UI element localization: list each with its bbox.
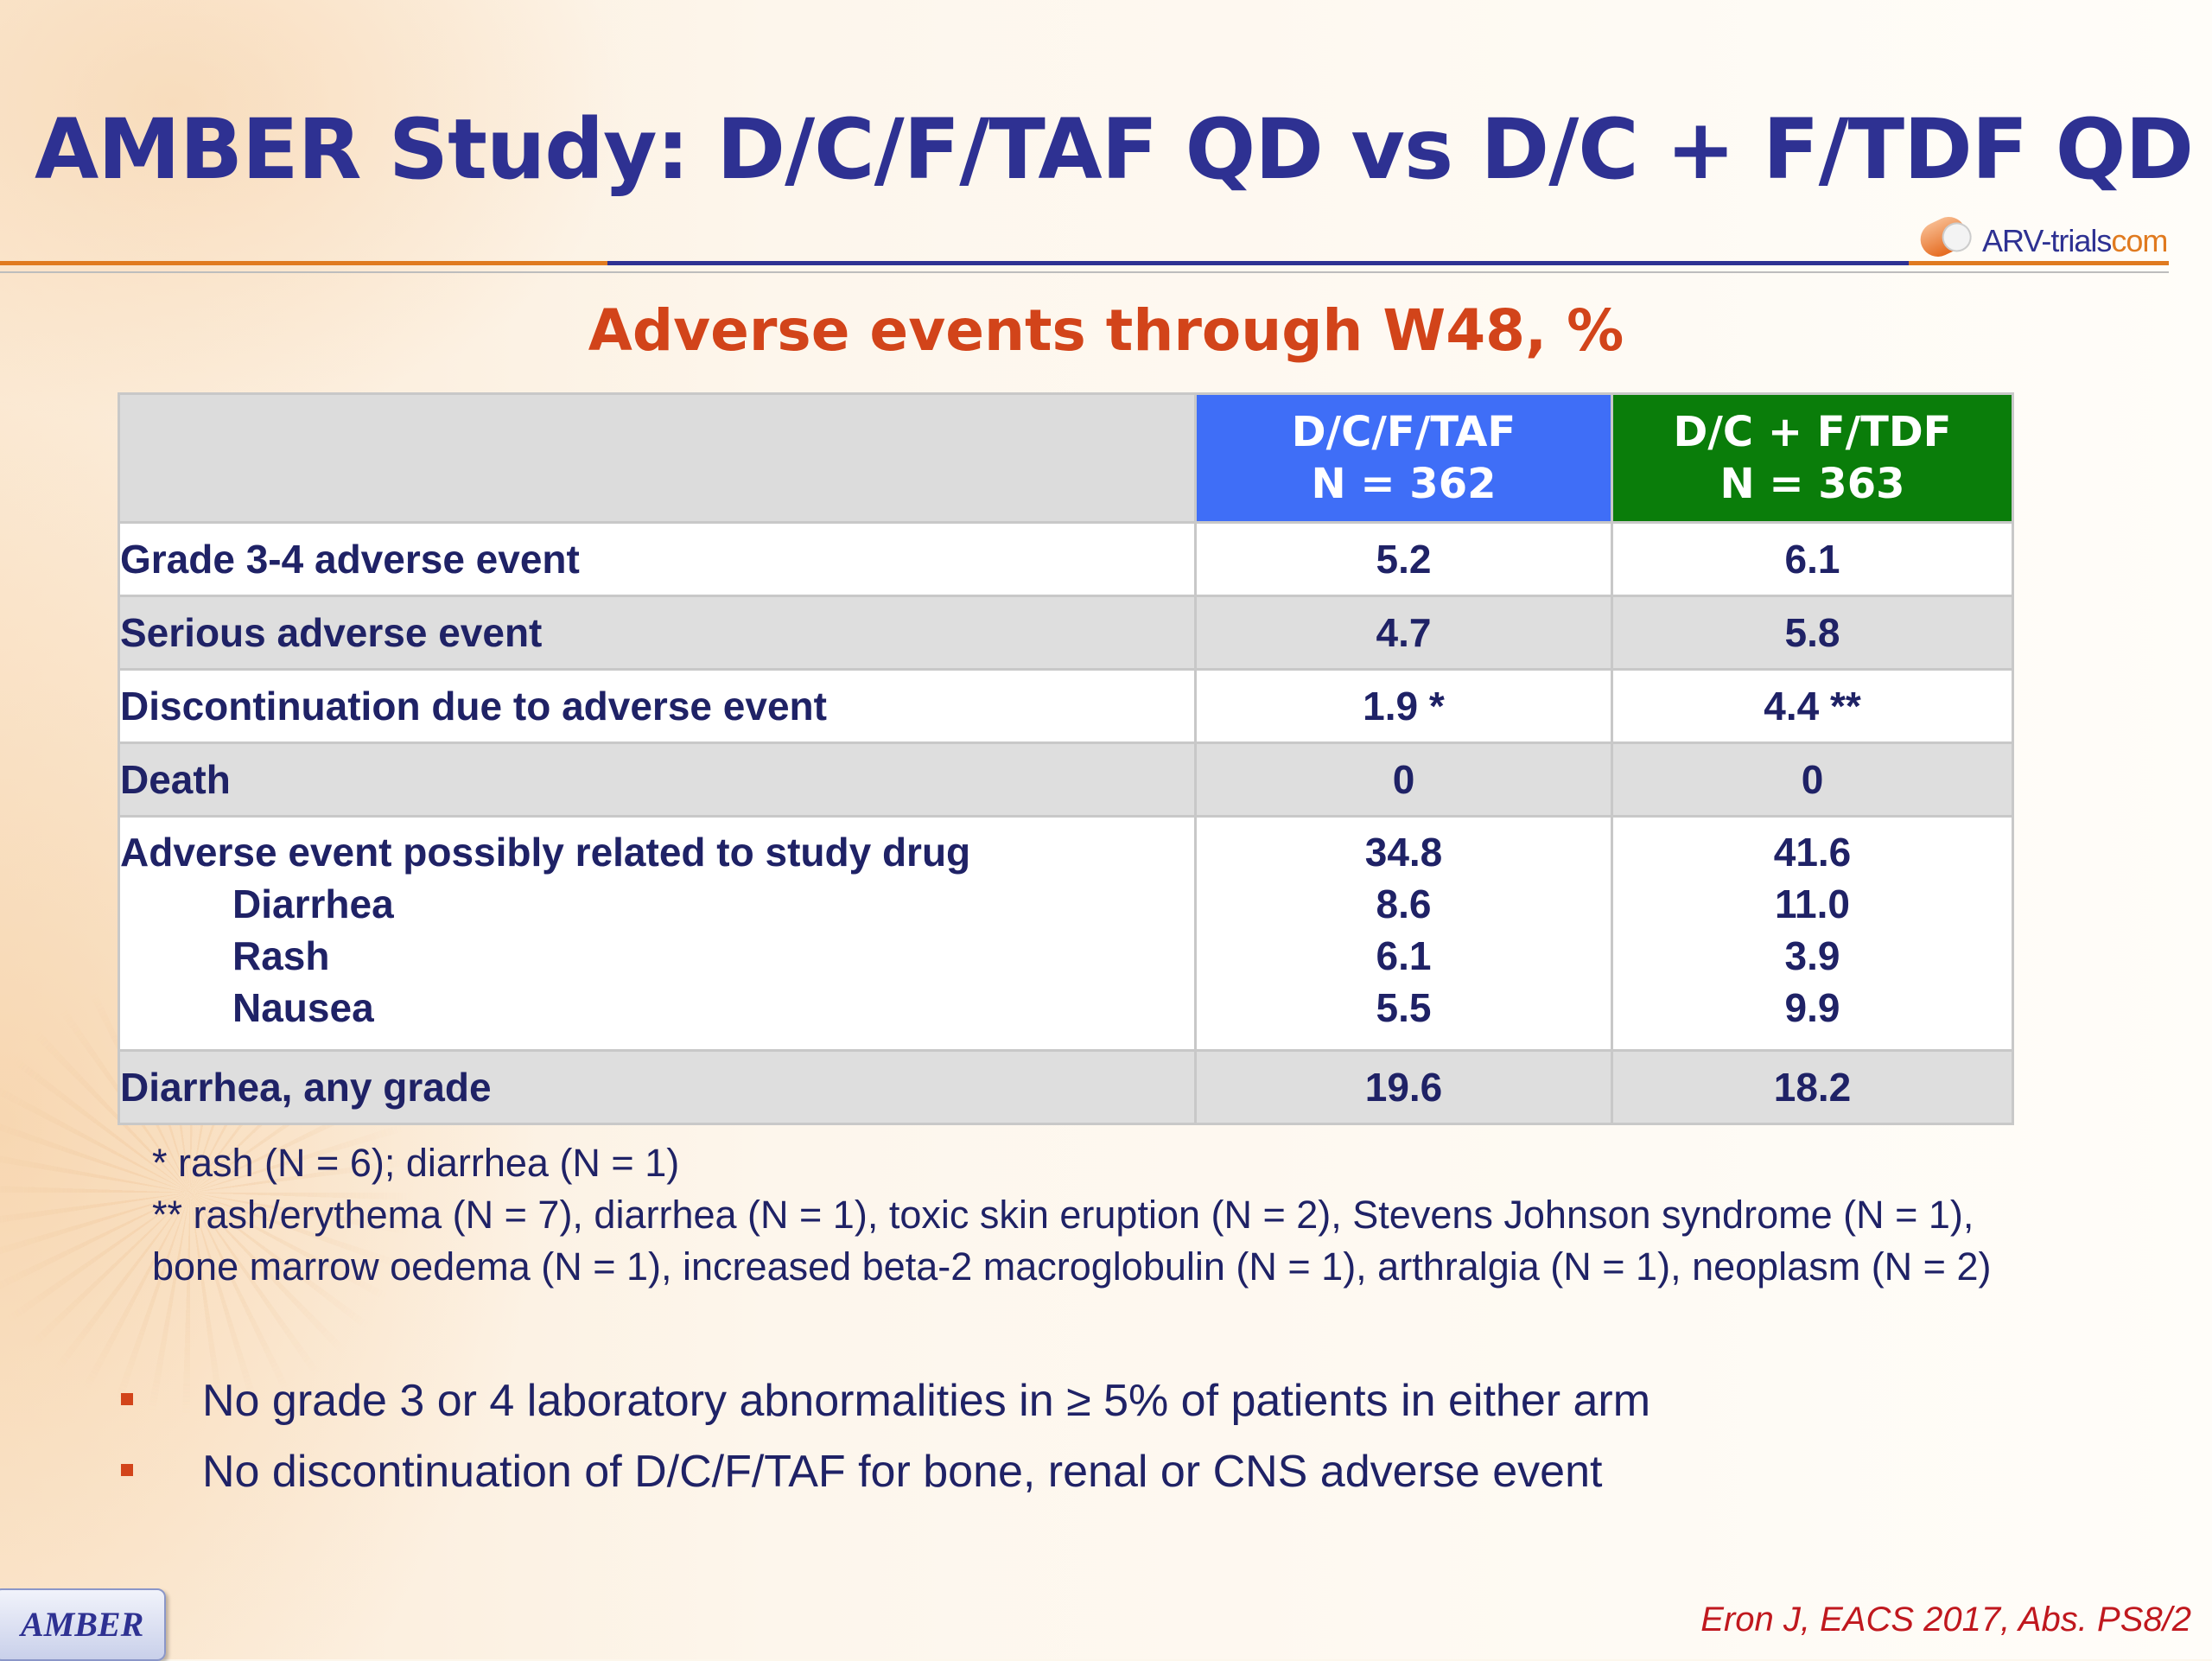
cell-taf: 8.6 (1376, 881, 1432, 926)
cell-taf: 5.2 (1194, 521, 1613, 597)
amber-badge: AMBER (0, 1588, 166, 1661)
header-arm-tdf-n: N = 363 (1719, 460, 1905, 508)
sub-row-label: Rash (232, 933, 330, 978)
bullet-text: No discontinuation of D/C/F/TAF for bone… (202, 1447, 1603, 1497)
cell-tdf: 18.2 (1611, 1049, 2014, 1125)
title-rule (0, 261, 2169, 265)
cell-tdf: 11.0 (1775, 881, 1850, 926)
cell-taf: 4.7 (1194, 595, 1613, 671)
citation: Eron J, EACS 2017, Abs. PS8/2 (1700, 1601, 2191, 1639)
row-label: Serious adverse event (118, 595, 1197, 671)
table-row: Diarrhea, any grade 19.6 18.2 (118, 1049, 2014, 1125)
row-label: Death (118, 741, 1197, 818)
cell-taf: 19.6 (1194, 1049, 1613, 1125)
table-row-related: Adverse event possibly related to study … (118, 815, 2014, 1052)
pill-capsule-icon (1915, 211, 1972, 263)
table-row: Death 0 0 (118, 741, 2014, 818)
row-label: Grade 3-4 adverse event (118, 521, 1197, 597)
header-arm-tdf-name: D/C + F/TDF (1673, 408, 1952, 456)
header-arm-taf: D/C/F/TAF N = 362 (1194, 392, 1613, 524)
header-blank-cell (118, 392, 1197, 524)
table-footnotes: * rash (N = 6); diarrhea (N = 1) ** rash… (152, 1137, 2191, 1293)
sub-row-label: Nausea (232, 985, 374, 1030)
bullet-item: No grade 3 or 4 laboratory abnormalities… (114, 1365, 1650, 1436)
cell-tdf: 3.9 (1784, 933, 1840, 978)
cell-tdf: 9.9 (1784, 985, 1840, 1030)
cell-tdf: 0 (1611, 741, 2014, 818)
cell-taf: 1.9 * (1194, 668, 1613, 744)
cell-tdf: 5.8 (1611, 595, 2014, 671)
row-label-group: Adverse event possibly related to study … (118, 815, 1197, 1052)
cell-taf: 34.8 (1364, 830, 1443, 875)
logo-text: ARV-trialscom (1982, 223, 2168, 259)
cell-tdf: 41.6 (1773, 830, 1852, 875)
cell-tdf: 4.4 ** (1611, 668, 2014, 744)
logo-domain: com (2111, 223, 2168, 258)
row-label: Diarrhea, any grade (118, 1049, 1197, 1125)
slide-subtitle: Adverse events through W48, % (588, 297, 1624, 364)
footnote: * rash (N = 6); diarrhea (N = 1) (152, 1141, 680, 1185)
bullet-list: No grade 3 or 4 laboratory abnormalities… (114, 1365, 1650, 1507)
cell-tdf: 6.1 (1611, 521, 2014, 597)
sub-row-label: Diarrhea (232, 881, 394, 926)
header-arm-tdf: D/C + F/TDF N = 363 (1611, 392, 2014, 524)
table-row: Grade 3-4 adverse event 5.2 6.1 (118, 521, 2014, 597)
bullet-square-icon (121, 1393, 133, 1405)
cell-taf: 5.5 (1376, 985, 1432, 1030)
bullet-square-icon (121, 1464, 133, 1476)
adverse-events-table: D/C/F/TAF N = 362 D/C + F/TDF N = 363 Gr… (118, 392, 2014, 1125)
cell-taf: 0 (1194, 741, 1613, 818)
header-arm-taf-name: D/C/F/TAF (1291, 408, 1516, 456)
arv-trials-logo: ARV-trialscom (1915, 211, 2196, 277)
cell-taf: 6.1 (1376, 933, 1432, 978)
header-arm-taf-n: N = 362 (1311, 460, 1497, 508)
amber-badge-label: AMBER (21, 1605, 144, 1644)
row-label: Discontinuation due to adverse event (118, 668, 1197, 744)
cell-taf-group: 34.8 8.6 6.1 5.5 (1194, 815, 1613, 1052)
table-row: Discontinuation due to adverse event 1.9… (118, 668, 2014, 744)
bullet-item: No discontinuation of D/C/F/TAF for bone… (114, 1436, 1650, 1507)
cell-tdf-group: 41.6 11.0 3.9 9.9 (1611, 815, 2014, 1052)
slide-title: AMBER Study: D/C/F/TAF QD vs D/C + F/TDF… (35, 101, 2194, 198)
row-label: Adverse event possibly related to study … (120, 830, 971, 875)
footnote: bone marrow oedema (N = 1), increased be… (152, 1244, 1992, 1289)
table-header-row: D/C/F/TAF N = 362 D/C + F/TDF N = 363 (118, 392, 2014, 524)
table-row: Serious adverse event 4.7 5.8 (118, 595, 2014, 671)
title-rule-shadow (0, 271, 2169, 273)
bullet-text: No grade 3 or 4 laboratory abnormalities… (202, 1376, 1651, 1426)
footnote: ** rash/erythema (N = 7), diarrhea (N = … (152, 1193, 1974, 1237)
logo-name: ARV-trials (1982, 223, 2112, 258)
